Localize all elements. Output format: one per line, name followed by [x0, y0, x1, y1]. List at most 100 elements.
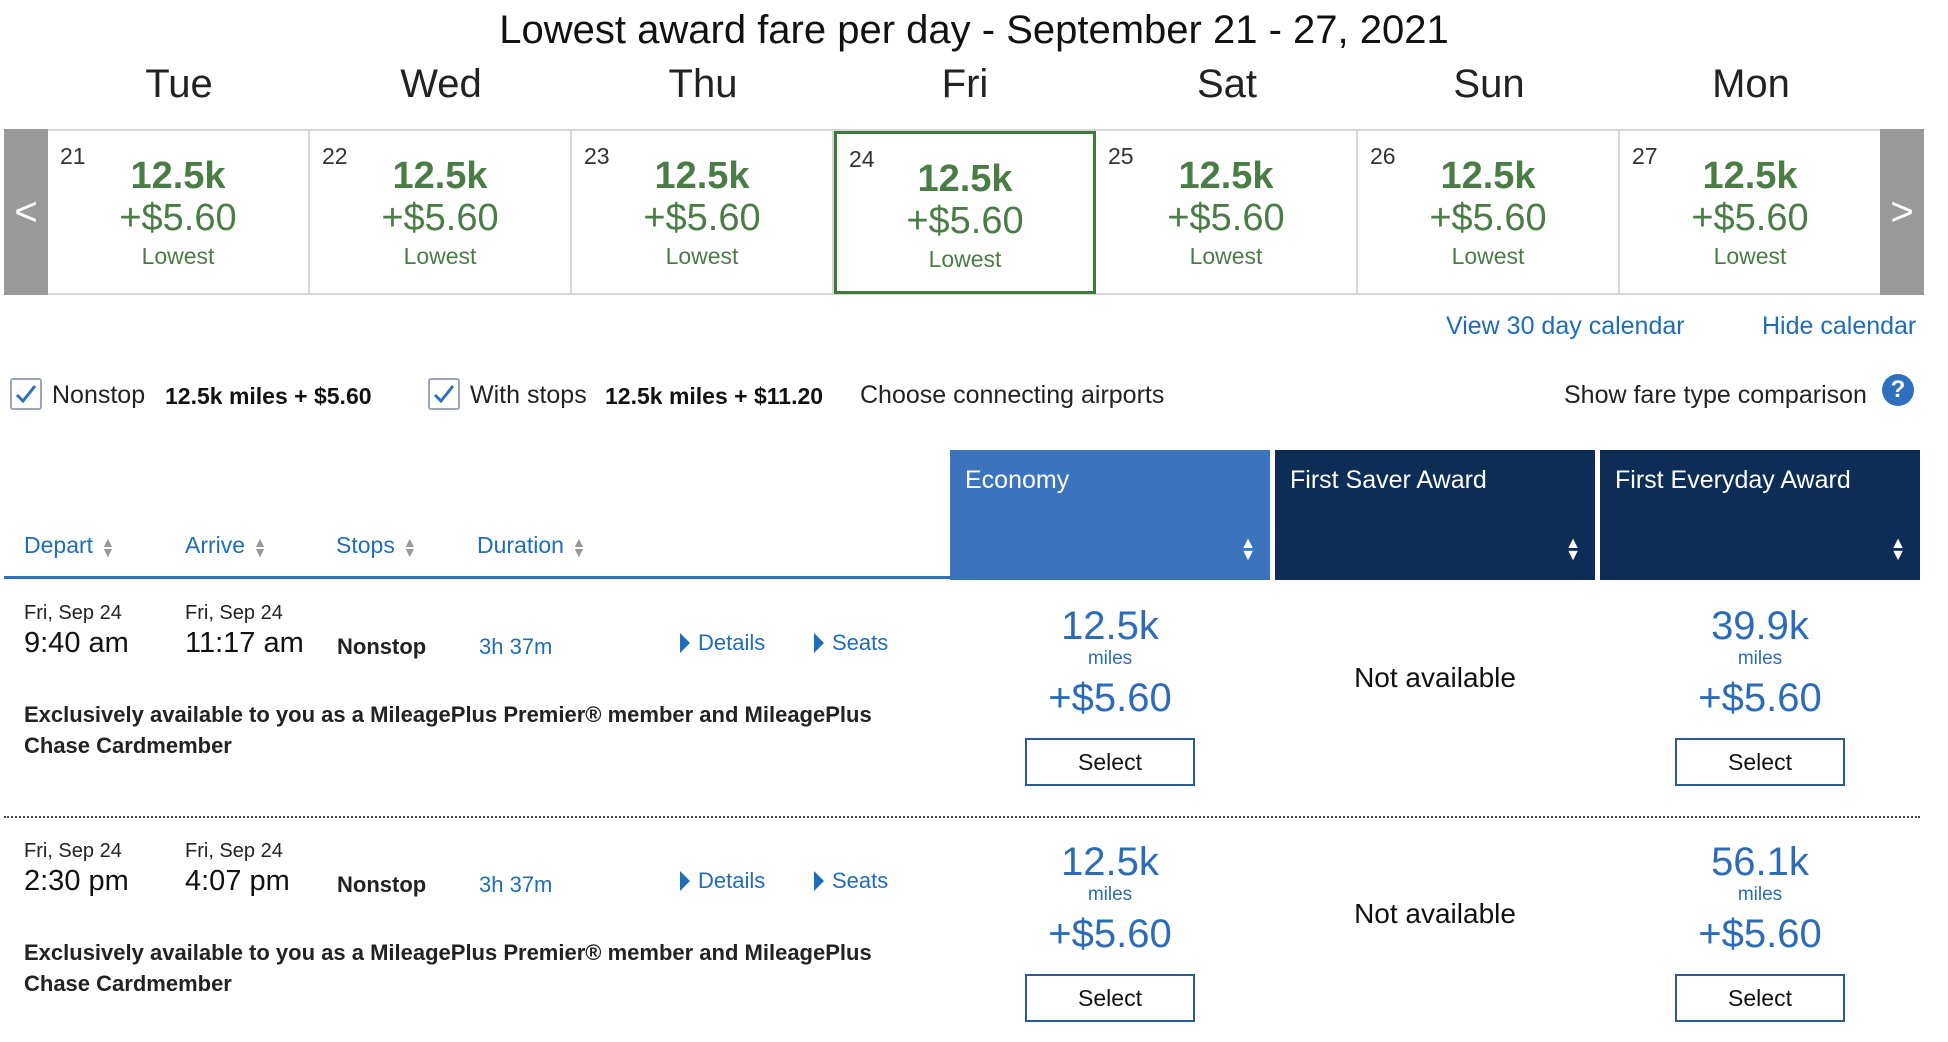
depart-date: Fri, Sep 24: [24, 840, 122, 862]
day-name-wed: Wed: [400, 62, 482, 106]
nonstop-label: Nonstop: [52, 381, 146, 409]
flight-row: Fri, Sep 24 9:40 am Fri, Sep 24 11:17 am…: [4, 582, 1920, 818]
day-miles: 12.5k: [392, 155, 488, 197]
day-price: +$5.60: [1167, 197, 1285, 239]
depart-date: Fri, Sep 24: [24, 602, 122, 624]
duration-value: 3h 37m: [479, 634, 553, 659]
calendar-day-cell-selected[interactable]: 24 12.5k +$5.60 Lowest: [834, 131, 1096, 294]
details-link[interactable]: Details: [680, 630, 765, 656]
calendar-day-cell[interactable]: 27 12.5k +$5.60 Lowest: [1620, 131, 1882, 293]
calendar-day-cell[interactable]: 25 12.5k +$5.60 Lowest: [1096, 131, 1358, 293]
column-label: Arrive: [185, 532, 246, 558]
sort-icon: ▲ ▼: [571, 533, 586, 560]
select-economy-button[interactable]: Select: [1025, 974, 1195, 1022]
select-economy-button[interactable]: Select: [1025, 738, 1195, 786]
day-number: 21: [60, 143, 86, 169]
first-everyday-column-header[interactable]: First Everyday Award ▲ ▼: [1600, 450, 1920, 580]
day-lowest-tag: Lowest: [928, 246, 1002, 272]
fare-unit: miles: [1737, 648, 1783, 669]
premier-note: Exclusively available to you as a Mileag…: [24, 940, 872, 996]
select-first-everyday-button[interactable]: Select: [1675, 974, 1845, 1022]
column-label: Duration: [477, 532, 564, 558]
sort-depart[interactable]: Depart ▲ ▼: [24, 532, 115, 559]
fare-type-label: Economy: [965, 466, 1070, 494]
chevron-left-icon: <: [14, 189, 38, 234]
sort-icon: ▲ ▼: [253, 533, 267, 560]
day-price: +$5.60: [1691, 197, 1809, 239]
seats-link[interactable]: Seats: [814, 868, 888, 894]
day-lowest-tag: Lowest: [403, 243, 477, 269]
calendar-day-cell[interactable]: 23 12.5k +$5.60 Lowest: [572, 131, 834, 293]
checkmark-icon: [15, 385, 37, 404]
economy-fare: 12.5k miles +$5.60: [950, 604, 1270, 724]
day-lowest-tag: Lowest: [1451, 243, 1525, 269]
next-week-button[interactable]: >: [1880, 129, 1924, 295]
fare-unit: miles: [1087, 648, 1133, 669]
depart-time: 2:30 pm: [24, 865, 129, 897]
fare-calendar: < 21 12.5k +$5.60 Lowest 22 12.5k +$5.60…: [4, 129, 1924, 295]
first-saver-column-header[interactable]: First Saver Award ▲ ▼: [1275, 450, 1595, 580]
caret-right-icon: [814, 871, 824, 891]
calendar-day-cell[interactable]: 21 12.5k +$5.60 Lowest: [48, 131, 310, 293]
day-price: +$5.60: [643, 197, 761, 239]
day-price: +$5.60: [381, 197, 499, 239]
day-miles: 12.5k: [1178, 155, 1274, 197]
details-label: Details: [698, 868, 766, 893]
with-stops-checkbox[interactable]: [428, 378, 460, 410]
chevron-right-icon: >: [1890, 189, 1914, 234]
sort-icon: ▲ ▼: [1240, 535, 1256, 564]
nonstop-fare: 12.5k miles + $5.60: [165, 383, 372, 409]
day-lowest-tag: Lowest: [1713, 243, 1787, 269]
view-30-day-calendar-link[interactable]: View 30 day calendar: [1446, 312, 1685, 340]
day-price: +$5.60: [906, 200, 1024, 242]
fare-unit: miles: [1737, 884, 1783, 905]
hide-calendar-link[interactable]: Hide calendar: [1762, 312, 1917, 340]
flight-row: Fri, Sep 24 2:30 pm Fri, Sep 24 4:07 pm …: [4, 820, 1920, 1042]
sort-icon: ▲ ▼: [101, 533, 115, 560]
show-fare-type-comparison-link[interactable]: Show fare type comparison: [1564, 381, 1867, 409]
checkmark-icon: [433, 385, 455, 404]
stops-value: Nonstop: [337, 872, 427, 897]
calendar-day-cell[interactable]: 22 12.5k +$5.60 Lowest: [310, 131, 572, 293]
calendar-day-cell[interactable]: 26 12.5k +$5.60 Lowest: [1358, 131, 1620, 293]
fare-price: +$5.60: [1698, 676, 1822, 720]
day-name-sun: Sun: [1453, 62, 1525, 106]
depart-time: 9:40 am: [24, 627, 129, 659]
day-miles: 12.5k: [1440, 155, 1536, 197]
fare-type-label: First Saver Award: [1290, 466, 1487, 494]
stops-value: Nonstop: [337, 634, 427, 659]
economy-column-header[interactable]: Economy ▲ ▼: [950, 450, 1270, 580]
choose-connecting-airports-link[interactable]: Choose connecting airports: [860, 381, 1165, 409]
previous-week-button[interactable]: <: [4, 129, 48, 295]
sort-stops[interactable]: Stops ▲ ▼: [336, 532, 417, 559]
select-first-everyday-button[interactable]: Select: [1675, 738, 1845, 786]
fare-price: +$5.60: [1698, 912, 1822, 956]
nonstop-checkbox[interactable]: [10, 378, 42, 410]
with-stops-label: With stops: [470, 381, 587, 409]
caret-right-icon: [680, 633, 690, 653]
duration-value: 3h 37m: [479, 872, 553, 897]
fare-miles: 39.9k: [1711, 604, 1809, 648]
first-saver-not-available: Not available: [1354, 662, 1516, 693]
day-miles: 12.5k: [130, 155, 226, 197]
sort-arrive[interactable]: Arrive ▲ ▼: [185, 532, 267, 559]
seats-link[interactable]: Seats: [814, 630, 888, 656]
details-link[interactable]: Details: [680, 868, 765, 894]
fare-miles: 12.5k: [1061, 840, 1159, 884]
fare-miles: 12.5k: [1061, 604, 1159, 648]
arrive-time: 11:17 am: [185, 627, 304, 659]
fare-unit: miles: [1087, 884, 1133, 905]
day-lowest-tag: Lowest: [665, 243, 739, 269]
sort-icon: ▲ ▼: [1565, 535, 1581, 564]
day-number: 25: [1108, 143, 1134, 169]
first-everyday-fare: 56.1k miles +$5.60: [1600, 840, 1920, 960]
day-name-fri: Fri: [941, 62, 989, 106]
fare-miles: 56.1k: [1711, 840, 1809, 884]
help-icon[interactable]: ?: [1882, 374, 1914, 406]
day-number: 24: [849, 146, 875, 172]
premier-note: Exclusively available to you as a Mileag…: [24, 702, 872, 758]
sort-duration[interactable]: Duration ▲ ▼: [477, 532, 586, 559]
header-divider: [4, 576, 952, 579]
column-label: Depart: [24, 532, 94, 558]
seats-label: Seats: [832, 868, 889, 893]
